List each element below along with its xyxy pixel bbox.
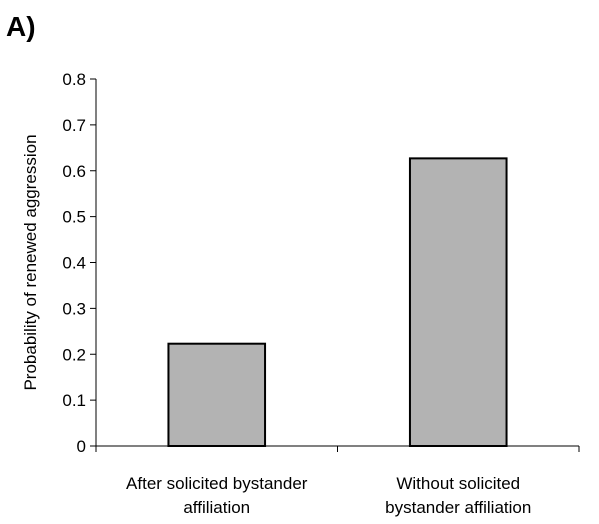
x-category-label: After solicited bystander	[126, 474, 308, 493]
y-tick-label: 0.1	[62, 391, 86, 410]
x-axis: After solicited bystander affiliation With…	[95, 445, 580, 517]
y-tick-label: 0.8	[62, 70, 86, 89]
bar	[408, 157, 508, 448]
y-axis: 0 0.1 0.2 0.3 0.4 0.5 0.6 0.7 0.8	[62, 70, 97, 456]
y-axis-title: Probability of renewed aggression	[21, 134, 40, 390]
y-tick-label: 0.6	[62, 162, 86, 181]
y-tick-label: 0.2	[62, 345, 86, 364]
bars	[167, 157, 508, 448]
x-category-label: bystander affiliation	[385, 498, 531, 517]
y-tick-label: 0	[77, 437, 86, 456]
y-tick-label: 0.3	[62, 299, 86, 318]
x-category-label: affiliation	[183, 498, 250, 517]
panel-label: A)	[6, 11, 36, 42]
y-tick-label: 0.7	[62, 116, 86, 135]
x-category-label: Without solicited	[396, 474, 520, 493]
bar	[167, 342, 267, 448]
y-tick-label: 0.4	[62, 254, 86, 273]
y-tick-label: 0.5	[62, 208, 86, 227]
